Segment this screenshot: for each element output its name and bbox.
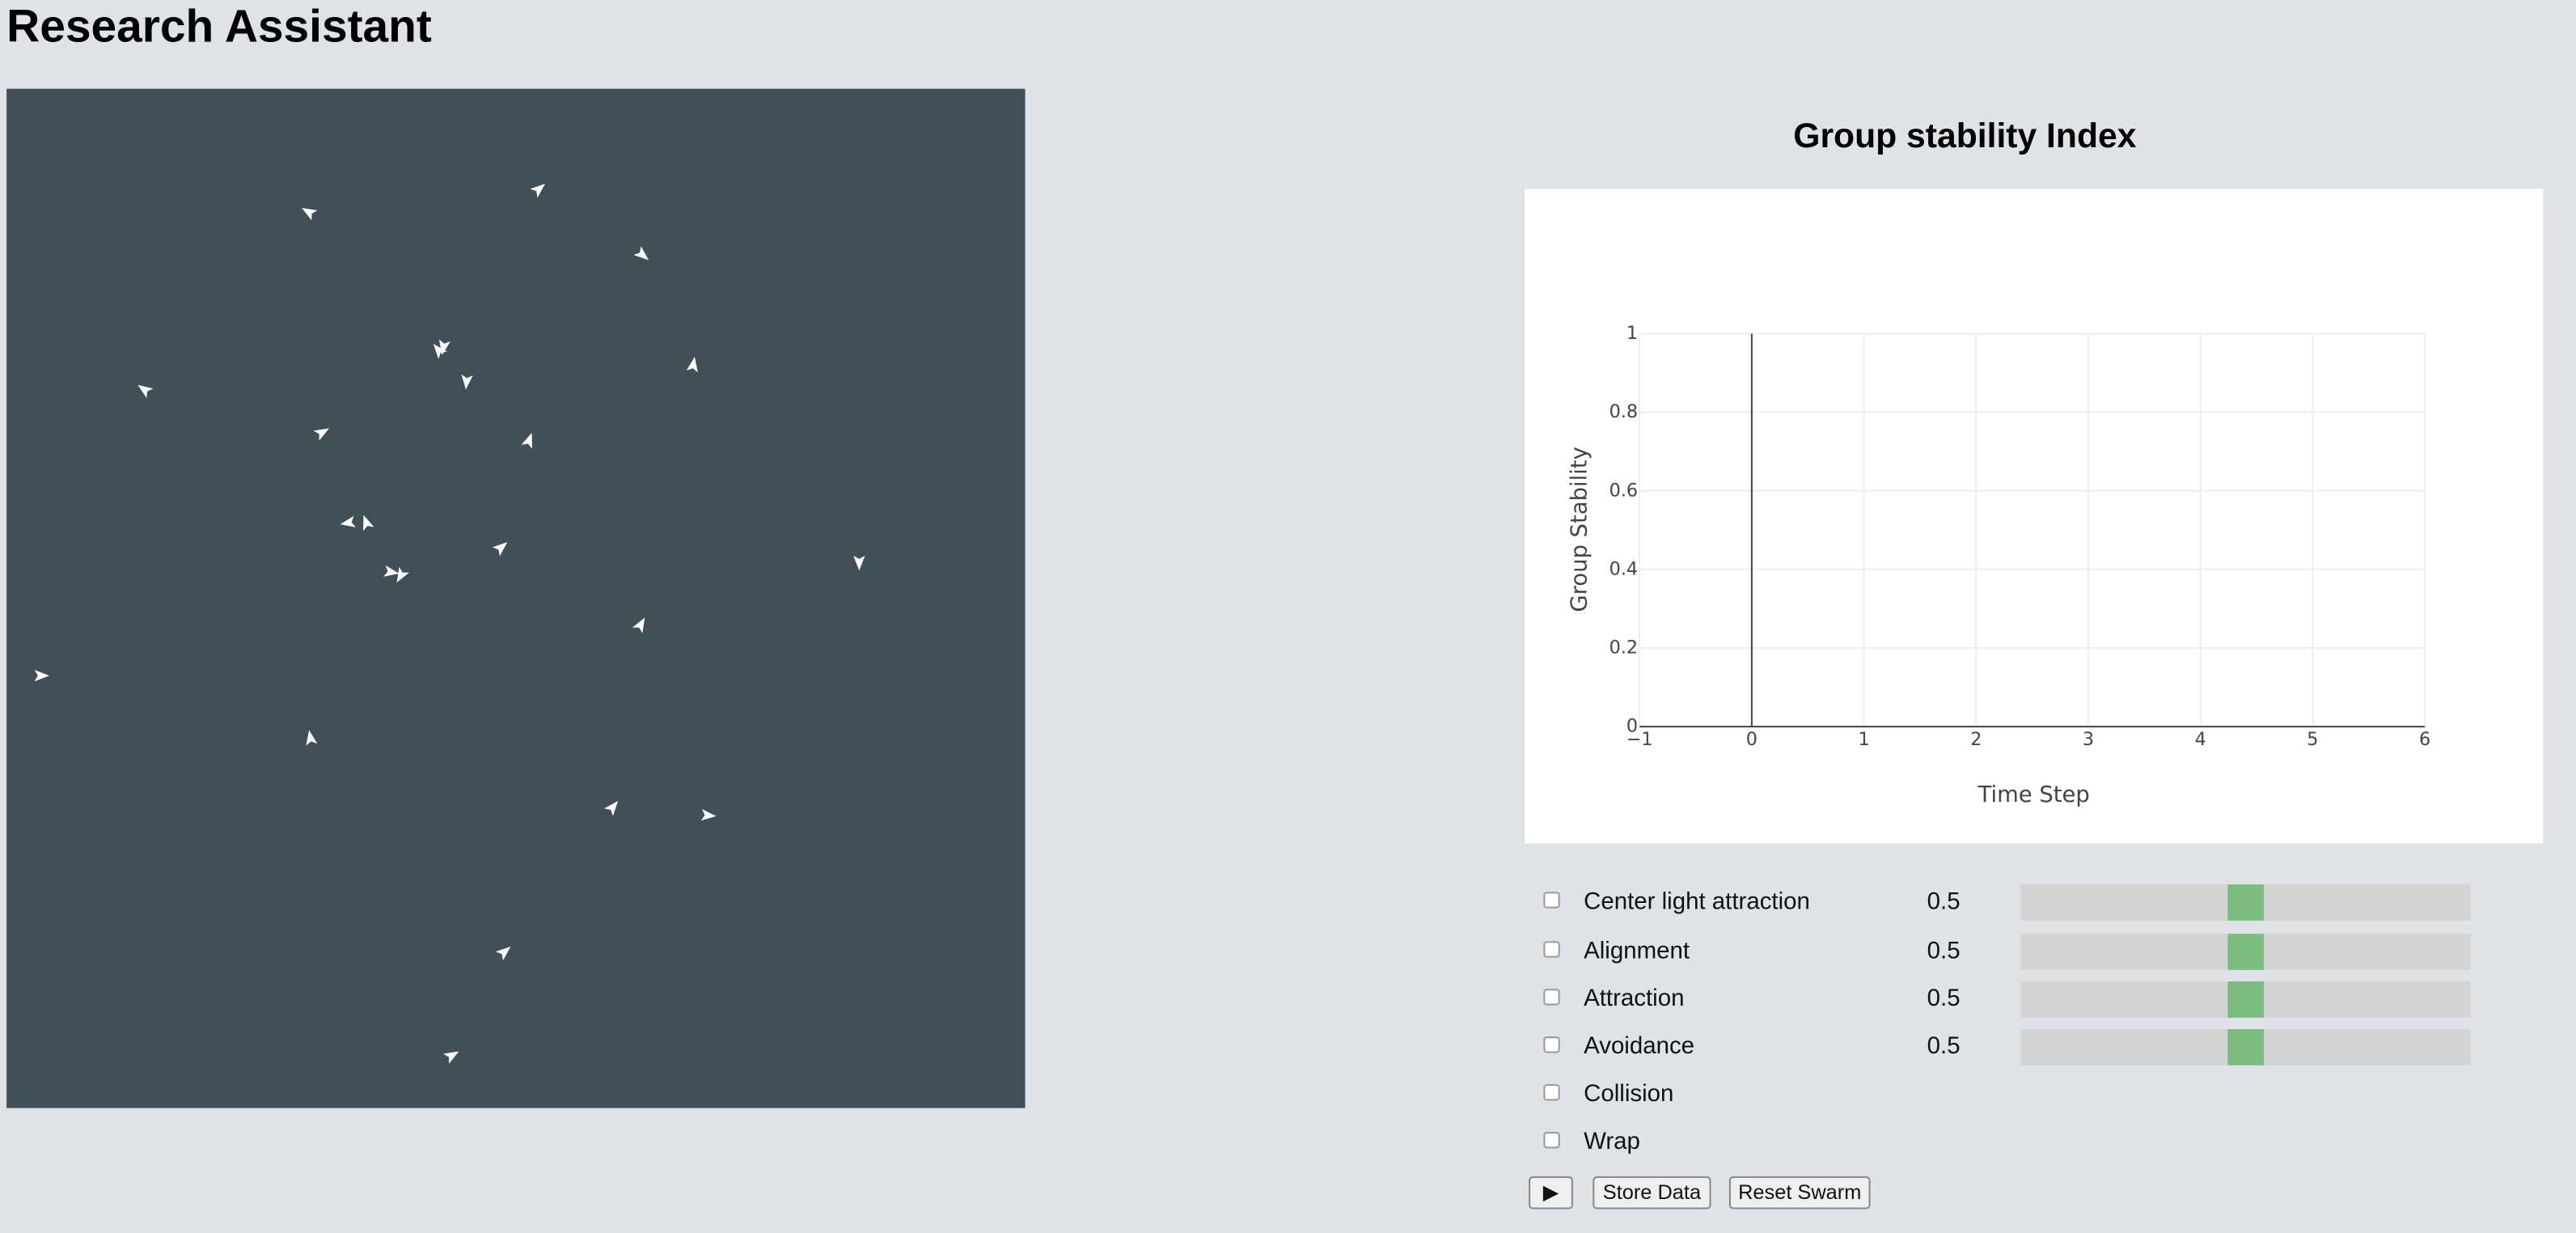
x-tick-label: −1 xyxy=(1626,729,1653,750)
y-tick-label: 1 xyxy=(1626,323,1638,344)
plot-background xyxy=(1525,189,2544,844)
x-axis-title: Time Step xyxy=(1977,782,2090,807)
boid xyxy=(603,800,619,816)
y-tick-label: 0.6 xyxy=(1609,480,1639,501)
boid xyxy=(530,184,546,198)
x-tick-label: 1 xyxy=(1858,729,1869,750)
swarm-canvas xyxy=(6,88,1026,1108)
x-tick-label: 3 xyxy=(2083,729,2094,750)
slider-thumb[interactable] xyxy=(2227,884,2265,921)
boid xyxy=(443,1051,459,1064)
boid xyxy=(633,246,649,261)
boid xyxy=(306,730,318,746)
plot: 00.20.40.60.81−1 0 1 2 3 4 5 6 xyxy=(1609,323,2431,750)
boid xyxy=(34,670,49,682)
checkbox[interactable] xyxy=(1543,892,1560,909)
boid xyxy=(433,344,448,359)
chart-title: Group stability Index xyxy=(1793,117,2136,155)
x-tick-label: 6 xyxy=(2419,729,2430,750)
button[interactable] xyxy=(1529,1176,1573,1210)
boid xyxy=(137,384,154,399)
boid xyxy=(396,566,409,583)
control-value: 0.5 xyxy=(1927,1032,1961,1059)
boid xyxy=(521,433,532,449)
control-label: Alignment xyxy=(1584,937,1690,964)
page-title: Research Assistant xyxy=(6,2,432,53)
y-tick-label: 0.4 xyxy=(1609,558,1639,579)
boid xyxy=(383,565,400,577)
y-tick-label: 0.8 xyxy=(1609,401,1639,422)
control-label: Attraction xyxy=(1584,985,1684,1011)
boid xyxy=(632,617,645,633)
boid xyxy=(340,515,356,528)
boid xyxy=(495,946,511,961)
button-label: ▶ xyxy=(1543,1181,1559,1204)
checkbox[interactable] xyxy=(1543,989,1560,1006)
boid xyxy=(461,374,473,390)
button-label: Store Data xyxy=(1603,1181,1702,1204)
boid xyxy=(492,542,508,557)
boid xyxy=(302,208,318,221)
x-tick-label: 5 xyxy=(2307,729,2318,750)
control-value: 0.5 xyxy=(1927,937,1961,964)
x-tick-label: 0 xyxy=(1746,729,1758,750)
control-value: 0.5 xyxy=(1927,888,1961,914)
y-tick-label: 0.2 xyxy=(1609,638,1639,659)
control-label: Wrap xyxy=(1584,1128,1640,1155)
x-tick-label: 4 xyxy=(2195,729,2206,750)
boid xyxy=(363,515,374,532)
button-label: Reset Swarm xyxy=(1738,1181,1861,1204)
slider-thumb[interactable] xyxy=(2227,981,2265,1018)
y-axis-title: Group Stability xyxy=(1567,447,1593,612)
checkbox[interactable] xyxy=(1543,1084,1560,1101)
x-tick-label: 2 xyxy=(1970,729,1982,750)
boid xyxy=(686,357,698,373)
control-label: Avoidance xyxy=(1584,1032,1694,1059)
control-label: Center light attraction xyxy=(1584,888,1810,914)
boid xyxy=(853,555,865,571)
boids xyxy=(34,184,865,1064)
button[interactable] xyxy=(1593,1176,1711,1210)
boid xyxy=(700,809,717,821)
checkbox[interactable] xyxy=(1543,1036,1560,1053)
control-value: 0.5 xyxy=(1927,985,1961,1011)
slider-thumb[interactable] xyxy=(2227,1029,2265,1066)
control-label: Collision xyxy=(1584,1080,1673,1107)
checkbox[interactable] xyxy=(1543,1132,1560,1149)
controls: Center light attraction 0.5 Alignment 0.5 At… xyxy=(1529,884,2471,1210)
slider-thumb[interactable] xyxy=(2227,934,2265,970)
checkbox[interactable] xyxy=(1543,941,1560,958)
button[interactable] xyxy=(1728,1176,1871,1210)
boid xyxy=(313,428,329,441)
y-tick-label: 0 xyxy=(1626,716,1638,737)
